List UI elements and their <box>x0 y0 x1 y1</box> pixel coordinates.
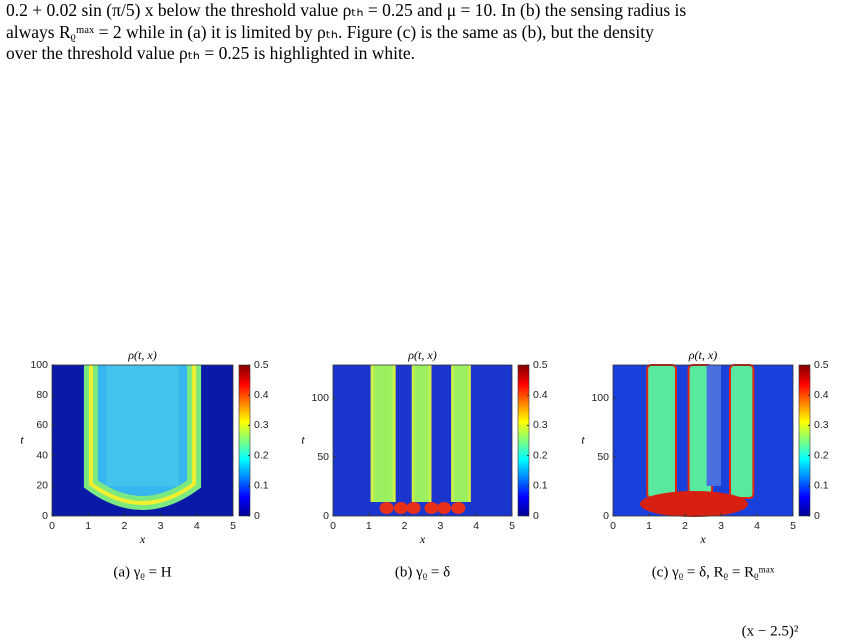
colorbar-tick-label: 0.1 <box>533 480 548 492</box>
heatmap-stripe <box>370 365 396 502</box>
plot-frame <box>332 364 513 517</box>
x-tick-label: 0 <box>330 520 336 532</box>
equation-fragment: (x − 2.5)² <box>742 623 799 639</box>
colorbar <box>517 364 530 517</box>
heatmap-band <box>706 365 721 486</box>
text-line: over the threshold value ρₜₕ = 0.25 is h… <box>6 43 415 63</box>
x-tick-label: 0 <box>610 520 616 532</box>
x-axis-label: x <box>139 532 146 546</box>
y-tick-label: 40 <box>36 449 48 461</box>
plot-frame <box>51 364 234 517</box>
x-tick-label: 3 <box>158 520 164 532</box>
colorbar-tick-label: 0 <box>533 510 539 522</box>
heatmap-blob <box>451 502 466 514</box>
y-tick-label: 50 <box>597 451 609 463</box>
heatmap-blob <box>394 502 409 514</box>
y-tick-label: 0 <box>42 510 48 522</box>
x-axis-label: x <box>419 532 426 546</box>
x-tick-label: 5 <box>509 520 515 532</box>
colorbar-tick-label: 0.1 <box>254 480 269 492</box>
text-line: always Rᵨᵐᵃˣ = 2 while in (a) it is limi… <box>6 21 654 42</box>
plot-title: ρ(t, x) <box>688 348 717 362</box>
y-axis-label: t <box>581 432 585 446</box>
paragraph: 0.2 + 0.02 sin (π/5) x below the thresho… <box>6 0 854 65</box>
x-tick-label: 5 <box>790 520 796 532</box>
y-tick-label: 0 <box>323 510 329 522</box>
plot-title: ρ(t, x) <box>407 348 436 362</box>
colorbar-tick-label: 0.2 <box>814 449 829 461</box>
colorbar-tick-label: 0.2 <box>533 449 548 461</box>
x-tick-label: 1 <box>366 520 372 532</box>
colorbar-tick-label: 0.3 <box>254 419 269 431</box>
caption: (c) γᵨ = δ, Rᵨ = Rᵨᵐᵃˣ <box>652 564 775 580</box>
text-line: 0.2 + 0.02 sin (π/5) x below the thresho… <box>6 0 687 20</box>
y-tick-label: 60 <box>36 419 48 431</box>
y-tick-label: 50 <box>317 451 329 463</box>
plot-title: ρ(t, x) <box>127 348 156 362</box>
colorbar-tick-label: 0.5 <box>254 359 269 371</box>
x-tick-label: 4 <box>754 520 760 532</box>
x-tick-label: 0 <box>49 520 55 532</box>
colorbar-tick-label: 0.5 <box>814 359 829 371</box>
x-tick-label: 4 <box>194 520 200 532</box>
x-tick-label: 2 <box>682 520 688 532</box>
y-tick-label: 100 <box>30 359 48 371</box>
colorbar <box>238 364 251 517</box>
colorbar <box>798 364 811 517</box>
y-axis-label: t <box>20 432 24 446</box>
colorbar-tick-label: 0 <box>254 510 260 522</box>
colorbar-tick-label: 0.3 <box>533 419 548 431</box>
heatmap-stripe <box>646 364 678 499</box>
x-tick-label: 2 <box>402 520 408 532</box>
y-tick-label: 0 <box>603 510 609 522</box>
heatmap-band <box>88 365 197 505</box>
caption: (a) γᵨ = H <box>113 564 171 580</box>
heatmap-blob <box>379 502 394 514</box>
x-tick-label: 1 <box>85 520 91 532</box>
colorbar-tick-label: 0.3 <box>814 419 829 431</box>
heatmap-region <box>106 365 179 486</box>
x-tick-label: 3 <box>718 520 724 532</box>
heatmap-blob <box>406 502 421 514</box>
plot-frame <box>612 364 794 517</box>
colorbar-tick-label: 0.4 <box>814 389 829 401</box>
y-tick-label: 80 <box>36 389 48 401</box>
y-axis-label: t <box>301 432 305 446</box>
colorbar-tick-label: 0.2 <box>254 449 269 461</box>
heatmap-stripe <box>411 365 432 502</box>
x-axis-label: x <box>699 532 706 546</box>
colorbar-tick-label: 0.1 <box>814 480 829 492</box>
heatmap-blob <box>436 502 451 514</box>
colorbar-tick-label: 0.4 <box>254 389 269 401</box>
x-tick-label: 3 <box>437 520 443 532</box>
y-tick-label: 20 <box>36 480 48 492</box>
heatmap-stripe <box>451 365 471 502</box>
x-tick-label: 4 <box>473 520 479 532</box>
heatmap-stripe <box>729 364 755 499</box>
x-tick-label: 2 <box>121 520 127 532</box>
colorbar-tick-label: 0.4 <box>533 389 548 401</box>
y-tick-label: 100 <box>311 392 329 404</box>
colorbar-tick-label: 0.5 <box>533 359 548 371</box>
colorbar-tick-label: 0 <box>814 510 820 522</box>
caption: (b) γᵨ = δ <box>395 564 450 580</box>
heatmap-blob <box>640 491 748 517</box>
heatmap-blob <box>424 502 439 514</box>
x-tick-label: 5 <box>230 520 236 532</box>
x-tick-label: 1 <box>646 520 652 532</box>
y-tick-label: 100 <box>591 392 609 404</box>
